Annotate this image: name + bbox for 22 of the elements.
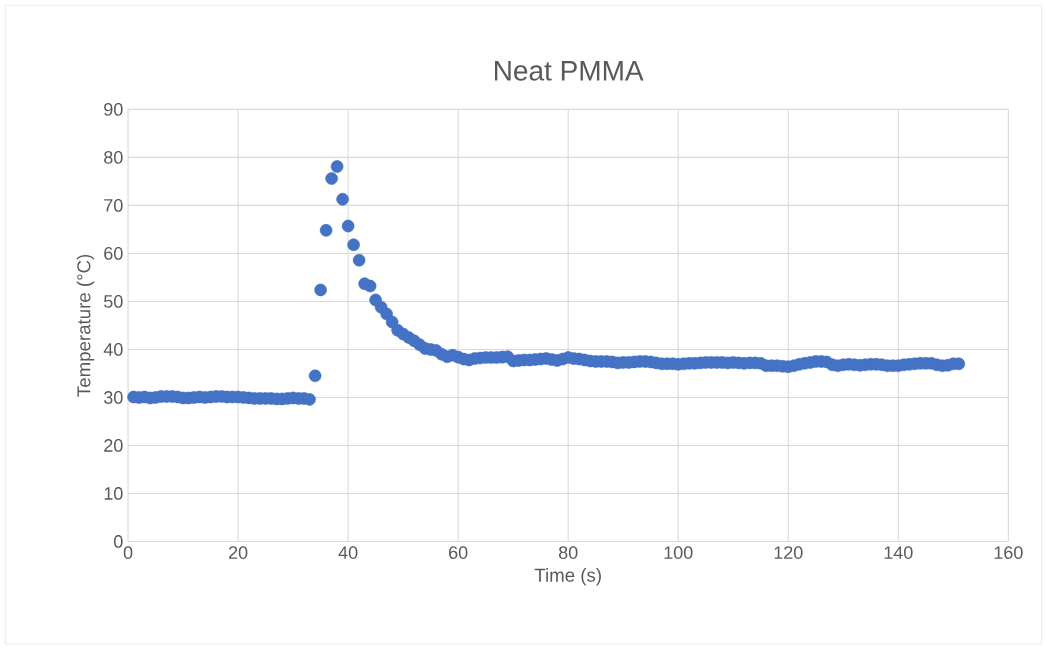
x-tick-label: 40 — [338, 546, 358, 560]
x-tick-label: 0 — [123, 546, 133, 560]
x-tick-label: 100 — [664, 546, 693, 560]
x-tick-label: 120 — [774, 546, 803, 560]
y-tick-label: 60 — [104, 247, 123, 261]
y-tick-label: 70 — [104, 199, 123, 212]
y-tick-label: 80 — [104, 151, 123, 164]
x-tick-label: 140 — [884, 546, 913, 560]
y-tick-label: 0 — [114, 535, 123, 549]
y-tick-label: 10 — [104, 487, 123, 501]
y-axis-title: Temperature (°C) — [76, 255, 95, 397]
y-tick-label: 50 — [104, 295, 123, 309]
y-tick-label: 20 — [104, 439, 123, 453]
x-tick-label: 20 — [228, 546, 248, 560]
x-tick-label: 60 — [449, 546, 468, 560]
y-tick-label: 40 — [103, 343, 123, 357]
chart-title: Neat PMMA — [495, 61, 644, 81]
x-tick-label: 80 — [558, 546, 578, 560]
y-tick-label: 90 — [104, 103, 123, 116]
x-tick-label: 160 — [994, 546, 1023, 560]
y-tick-label: 30 — [104, 391, 123, 405]
x-axis-title: Time (s) — [534, 568, 601, 586]
